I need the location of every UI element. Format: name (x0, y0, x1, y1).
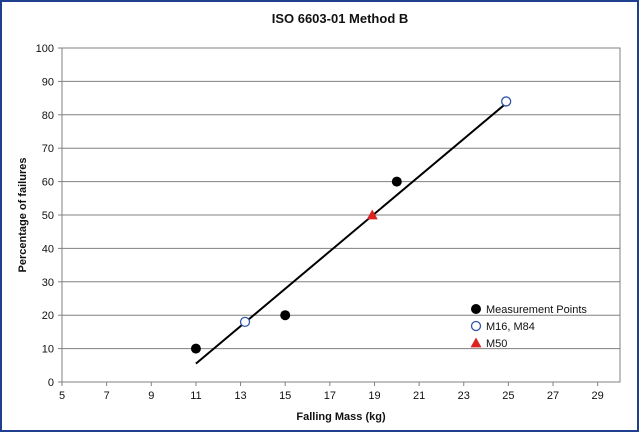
legend-marker-0 (471, 304, 481, 314)
y-tick-label: 100 (36, 43, 54, 55)
y-tick-label: 40 (42, 243, 54, 255)
x-tick-label: 23 (458, 390, 470, 402)
y-tick-label: 10 (42, 344, 54, 356)
data-point-series-0 (190, 343, 201, 354)
y-tick-label: 0 (48, 377, 54, 389)
y-tick-label: 90 (42, 76, 54, 88)
legend-label: M16, M84 (486, 321, 535, 333)
data-point-series-1 (239, 316, 251, 328)
x-tick-label: 29 (592, 390, 604, 402)
legend-label: Measurement Points (486, 304, 587, 316)
data-point-series-0 (391, 176, 402, 187)
data-point-series-0 (280, 310, 291, 321)
x-axis-ticks: 5 7 9 11 13 15 17 19 21 23 25 27 29 (59, 382, 604, 402)
data-points (190, 96, 512, 354)
x-tick-label: 7 (104, 390, 110, 402)
x-tick-label: 15 (279, 390, 291, 402)
y-tick-label: 70 (42, 143, 54, 155)
x-tick-label: 27 (547, 390, 559, 402)
x-tick-label: 9 (148, 390, 154, 402)
y-tick-label: 80 (42, 110, 54, 122)
y-tick-label: 50 (42, 210, 54, 222)
legend-marker-1 (470, 320, 482, 332)
y-axis-ticks: 0 10 20 30 40 50 60 70 80 90 100 (36, 43, 62, 389)
chart-title: ISO 6603-01 Method B (272, 11, 409, 26)
y-tick-label: 20 (42, 310, 54, 322)
y-tick-label: 30 (42, 277, 54, 289)
x-tick-label: 21 (413, 390, 425, 402)
legend-label: M50 (486, 338, 507, 350)
data-point-series-1 (501, 96, 512, 107)
y-tick-label: 60 (42, 177, 54, 189)
y-axis-label: Percentage of failures (17, 158, 29, 273)
legend: Measurement Points M16, M84 M50 (470, 304, 587, 350)
legend-marker-2 (470, 337, 482, 348)
x-axis-label: Falling Mass (kg) (296, 411, 386, 423)
x-tick-label: 17 (324, 390, 336, 402)
data-point-series-2 (366, 209, 378, 220)
x-tick-label: 25 (502, 390, 514, 402)
x-tick-label: 11 (190, 390, 201, 402)
x-tick-label: 13 (234, 390, 246, 402)
x-tick-label: 19 (368, 390, 380, 402)
x-tick-label: 5 (59, 390, 65, 402)
